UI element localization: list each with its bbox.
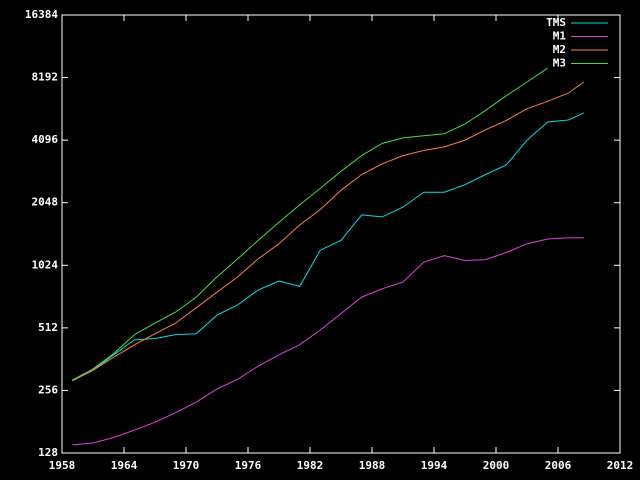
plot-border [61, 14, 621, 454]
x-tick-label: 1958 [49, 459, 76, 472]
x-tick-label: 1982 [297, 459, 324, 472]
x-tick-label: 1976 [235, 459, 262, 472]
y-tick-label: 16384 [25, 8, 58, 21]
y-tick-label: 1024 [32, 258, 59, 271]
legend-label: M2 [553, 43, 566, 56]
x-tick-label: 1988 [359, 459, 386, 472]
y-tick-label: 128 [38, 446, 58, 459]
x-tick-label: 2000 [483, 459, 510, 472]
legend-label: TMS [546, 16, 566, 29]
legend-label: M1 [553, 30, 567, 43]
x-tick-label: 2012 [607, 459, 634, 472]
legend-label: M3 [553, 57, 566, 70]
x-tick-label: 2006 [545, 459, 572, 472]
series-line [72, 237, 584, 446]
series-line [72, 112, 585, 382]
y-tick-label: 256 [38, 383, 58, 396]
y-tick-label: 4096 [32, 133, 59, 146]
series-line [72, 67, 548, 381]
y-tick-label: 2048 [32, 196, 59, 209]
x-tick-label: 1964 [111, 459, 138, 472]
y-tick-label: 8192 [32, 71, 59, 84]
series-line [72, 81, 585, 382]
y-tick-label: 512 [38, 321, 58, 334]
x-tick-label: 1994 [421, 459, 448, 472]
x-tick-label: 1970 [173, 459, 200, 472]
